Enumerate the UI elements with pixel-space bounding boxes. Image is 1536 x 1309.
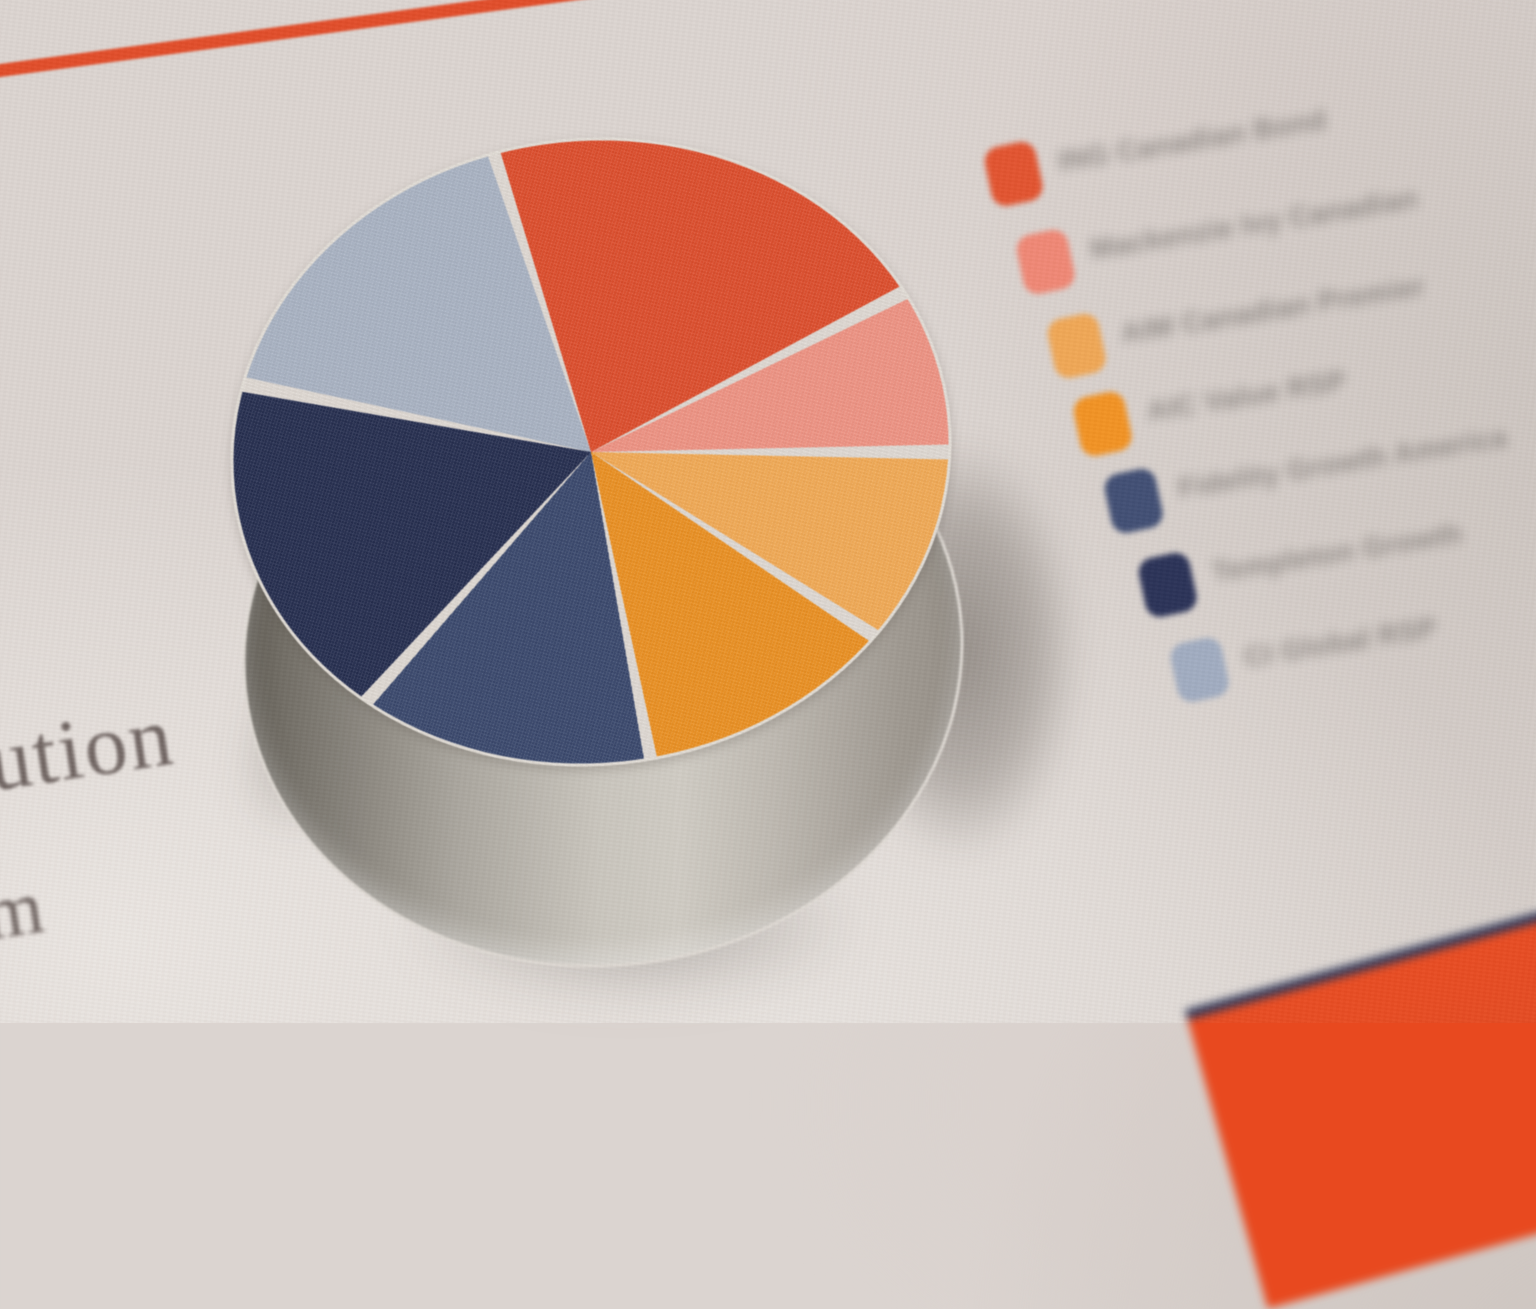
legend-label: ING Canadian Bond: [1055, 103, 1329, 177]
legend-label: Mackenzie Ivy Canadian: [1087, 182, 1421, 265]
legend-swatch-1: [982, 139, 1046, 209]
legend-swatch-7: [1168, 635, 1232, 705]
legend-row: ING Canadian Bond: [982, 95, 1332, 209]
legend-label: Templeton Growth: [1209, 517, 1465, 588]
red-rule-line: [0, 0, 715, 85]
legend-label: AIM Canadian Premier: [1118, 269, 1428, 349]
corner-orange-band: [1185, 844, 1536, 1309]
legend-label: AIC Value RSP: [1144, 364, 1349, 427]
article-text-fragment: m: [0, 864, 49, 957]
legend-row: Templeton Growth: [1136, 508, 1468, 620]
legend-swatch-4: [1071, 389, 1135, 459]
article-text-fragment: ution: [0, 686, 180, 810]
legend-swatch-3: [1045, 311, 1109, 381]
legend-label: Fidelity Growth America: [1175, 420, 1510, 504]
legend-row: CI Global RSP: [1168, 603, 1442, 705]
legend-swatch-5: [1102, 466, 1166, 536]
legend-label: CI Global RSP: [1241, 611, 1440, 673]
legend-swatch-2: [1014, 227, 1078, 297]
legend-swatch-6: [1136, 550, 1200, 620]
